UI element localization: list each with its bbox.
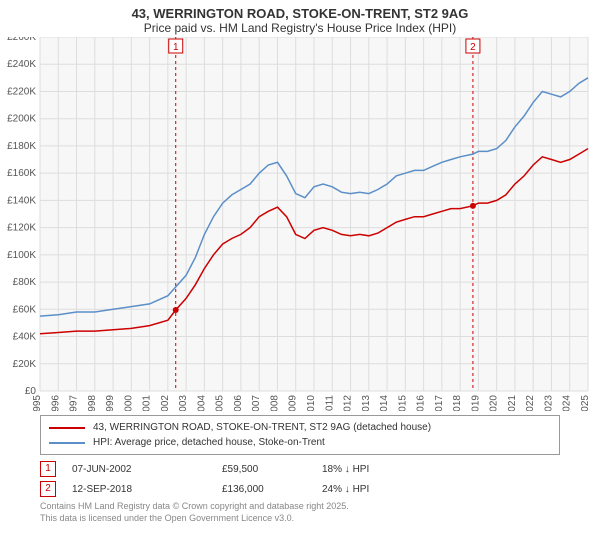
svg-text:2008: 2008 — [269, 395, 280, 411]
sale-num: 1 — [40, 461, 56, 477]
svg-text:1997: 1997 — [69, 395, 80, 411]
svg-text:2025: 2025 — [580, 395, 591, 411]
svg-text:2002: 2002 — [160, 395, 171, 411]
svg-text:£200K: £200K — [7, 114, 36, 125]
svg-text:2022: 2022 — [525, 395, 536, 411]
chart-title: 43, WERRINGTON ROAD, STOKE-ON-TRENT, ST2… — [0, 6, 600, 21]
svg-text:1: 1 — [173, 42, 179, 53]
sale-hpi: 24% ↓ HPI — [322, 484, 422, 495]
svg-text:2020: 2020 — [489, 395, 500, 411]
svg-text:£180K: £180K — [7, 141, 36, 152]
sale-row-2: 2 12-SEP-2018£136,00024% ↓ HPI — [40, 481, 560, 497]
svg-text:£220K: £220K — [7, 86, 36, 97]
svg-text:2014: 2014 — [379, 395, 390, 411]
sales-table: 1 07-JUN-2002£59,50018% ↓ HPI 2 12-SEP-2018… — [40, 461, 560, 497]
svg-text:2007: 2007 — [251, 395, 262, 411]
chart: £0£20K£40K£60K£80K£100K£120K£140K£160K£1… — [0, 37, 600, 411]
svg-text:£40K: £40K — [13, 332, 37, 343]
legend: 43, WERRINGTON ROAD, STOKE-ON-TRENT, ST2… — [40, 415, 560, 455]
sale-date: 12-SEP-2018 — [72, 484, 222, 495]
footer-line-2: This data is licensed under the Open Gov… — [40, 513, 560, 525]
svg-text:2000: 2000 — [123, 395, 134, 411]
chart-subtitle: Price paid vs. HM Land Registry's House … — [0, 21, 600, 35]
svg-text:2005: 2005 — [215, 395, 226, 411]
title-area: 43, WERRINGTON ROAD, STOKE-ON-TRENT, ST2… — [0, 0, 600, 37]
sale-dot-1 — [173, 307, 179, 313]
sale-hpi: 18% ↓ HPI — [322, 464, 422, 475]
svg-text:2004: 2004 — [196, 395, 207, 411]
svg-text:2023: 2023 — [543, 395, 554, 411]
sale-price: £136,000 — [222, 484, 322, 495]
svg-text:2016: 2016 — [416, 395, 427, 411]
legend-label: HPI: Average price, detached house, Stok… — [93, 435, 325, 450]
svg-text:1995: 1995 — [32, 395, 43, 411]
svg-text:£100K: £100K — [7, 250, 36, 261]
svg-text:1998: 1998 — [87, 395, 98, 411]
legend-swatch — [49, 427, 85, 429]
svg-text:£120K: £120K — [7, 223, 36, 234]
svg-text:2009: 2009 — [288, 395, 299, 411]
svg-text:2010: 2010 — [306, 395, 317, 411]
svg-text:2021: 2021 — [507, 395, 518, 411]
footer-line-1: Contains HM Land Registry data © Crown c… — [40, 501, 560, 513]
svg-text:2011: 2011 — [324, 395, 335, 411]
legend-label: 43, WERRINGTON ROAD, STOKE-ON-TRENT, ST2… — [93, 420, 431, 435]
svg-text:£80K: £80K — [13, 277, 37, 288]
svg-text:£240K: £240K — [7, 59, 36, 70]
footer: Contains HM Land Registry data © Crown c… — [40, 501, 560, 524]
svg-text:2018: 2018 — [452, 395, 463, 411]
legend-swatch — [49, 442, 85, 444]
svg-text:£140K: £140K — [7, 195, 36, 206]
legend-row-1: HPI: Average price, detached house, Stok… — [49, 435, 551, 450]
sale-row-1: 1 07-JUN-2002£59,50018% ↓ HPI — [40, 461, 560, 477]
svg-text:2006: 2006 — [233, 395, 244, 411]
svg-text:£160K: £160K — [7, 168, 36, 179]
svg-text:2: 2 — [470, 42, 476, 53]
chart-svg: £0£20K£40K£60K£80K£100K£120K£140K£160K£1… — [0, 37, 600, 411]
svg-text:2012: 2012 — [343, 395, 354, 411]
svg-text:2013: 2013 — [361, 395, 372, 411]
sale-dot-2 — [470, 203, 476, 209]
svg-text:2001: 2001 — [142, 395, 153, 411]
svg-text:£60K: £60K — [13, 304, 37, 315]
svg-text:£260K: £260K — [7, 37, 36, 43]
sale-num: 2 — [40, 481, 56, 497]
svg-text:2003: 2003 — [178, 395, 189, 411]
sale-date: 07-JUN-2002 — [72, 464, 222, 475]
svg-text:2024: 2024 — [562, 395, 573, 411]
svg-text:1996: 1996 — [50, 395, 61, 411]
svg-text:£20K: £20K — [13, 359, 37, 370]
svg-text:2017: 2017 — [434, 395, 445, 411]
svg-text:2015: 2015 — [397, 395, 408, 411]
svg-text:2019: 2019 — [470, 395, 481, 411]
legend-row-0: 43, WERRINGTON ROAD, STOKE-ON-TRENT, ST2… — [49, 420, 551, 435]
sale-price: £59,500 — [222, 464, 322, 475]
svg-text:1999: 1999 — [105, 395, 116, 411]
